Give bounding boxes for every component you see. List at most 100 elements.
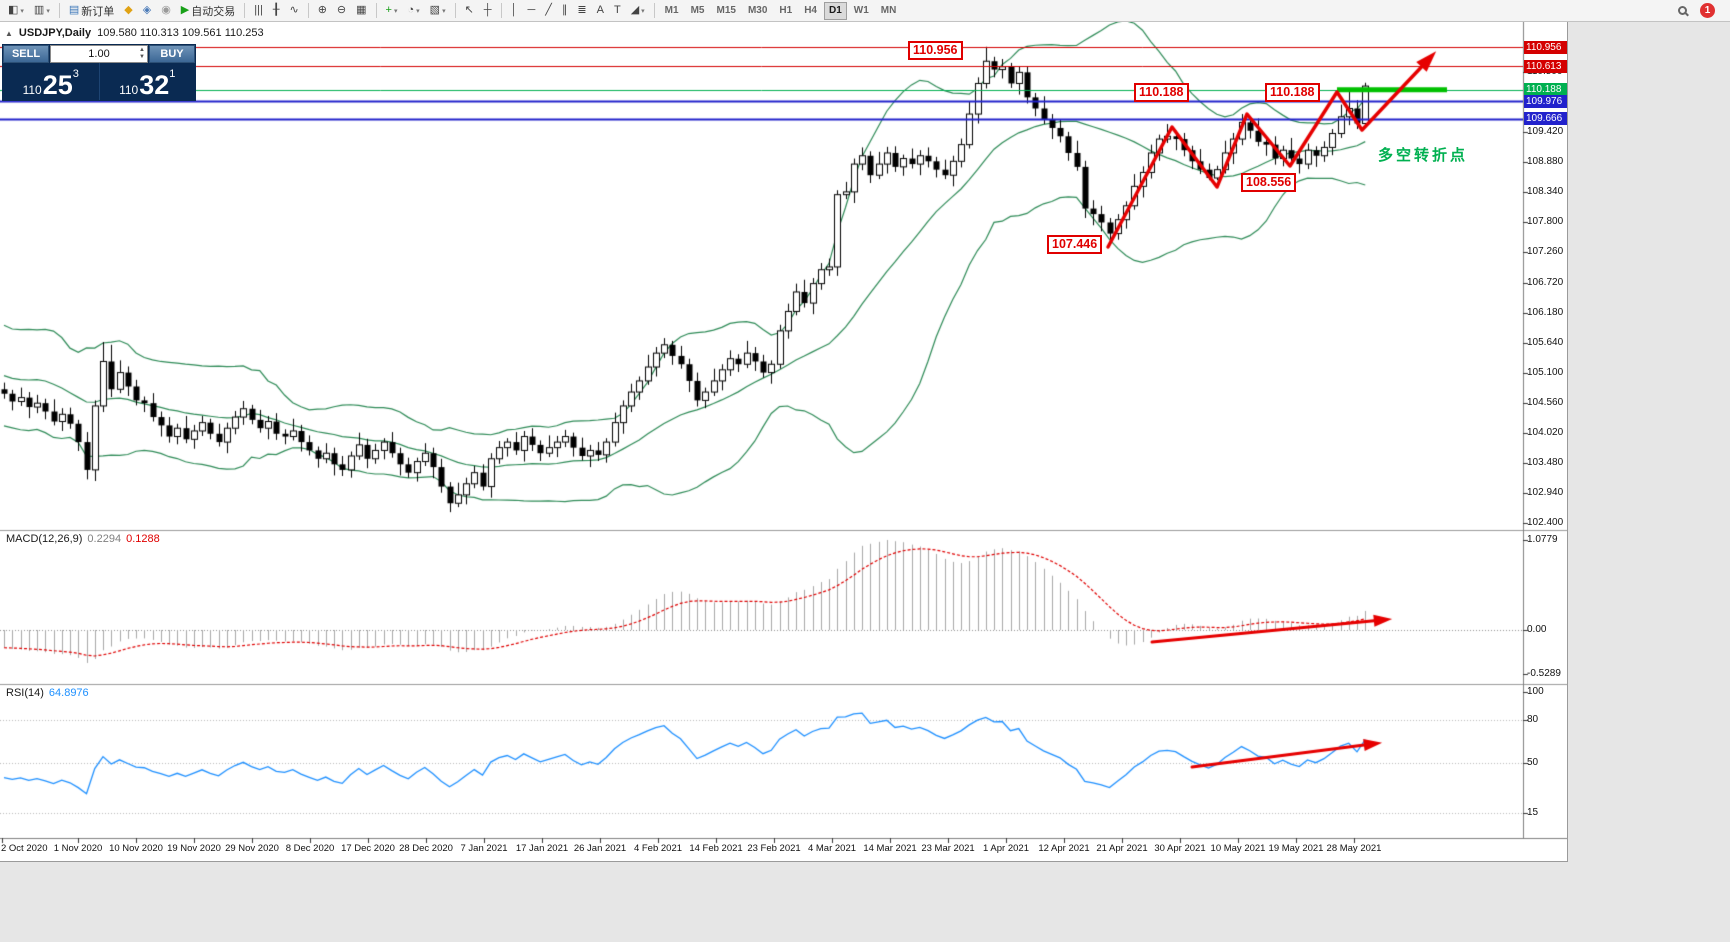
one-click-buttons-row: SELL 1.00 ▲ ▼ BUY [3, 45, 195, 63]
toolbar-separator [307, 3, 309, 18]
timeframe-h4-button[interactable]: H4 [799, 2, 822, 20]
time-axis-label: 29 Nov 2020 [225, 843, 279, 854]
timeframe-d1-button[interactable]: D1 [823, 1, 847, 20]
cursor-tool-button[interactable]: ↖ [461, 1, 478, 20]
candlestick-mode-button[interactable]: ╂ [269, 1, 284, 20]
data-window-button[interactable]: ◈ [139, 1, 155, 20]
time-axis-label: 10 May 2021 [1210, 843, 1266, 854]
timeframe-m5-button[interactable]: M5 [686, 2, 710, 20]
new-chart-button[interactable]: ◧ ▾ [4, 1, 28, 20]
ohlc-values: 109.580 110.313 109.561 110.253 [97, 27, 264, 39]
time-axis-label: 14 Feb 2021 [689, 843, 743, 854]
price-axis-label: 106.720 [1527, 276, 1564, 288]
strategy-tester-button[interactable]: ◉ [157, 1, 175, 20]
new-order-icon: ▤ [68, 4, 80, 16]
zoom-out-button[interactable]: ⊖ [333, 1, 350, 20]
trendline-tool-icon: ╱ [545, 4, 552, 16]
price-axis[interactable]: 110.500109.420108.880108.340107.800107.2… [1524, 22, 1567, 840]
channel-tool-button[interactable]: ∥ [558, 1, 572, 20]
rsi-indicator-label: RSI(14) 64.8976 [6, 687, 89, 699]
macd-panel-divider[interactable] [0, 528, 1567, 532]
trendline-tool-button[interactable]: ╱ [541, 1, 556, 20]
buy-price[interactable]: 110 32 1 [98, 63, 196, 100]
timeframe-h1-button[interactable]: H1 [774, 2, 797, 20]
timeframe-w1-button[interactable]: W1 [849, 2, 874, 20]
market-watch-button[interactable]: ◆ [120, 1, 136, 20]
label-tool-button[interactable]: T [610, 1, 625, 20]
timeframe-m15-button[interactable]: M15 [711, 2, 740, 20]
time-axis-label: 12 Apr 2021 [1038, 843, 1090, 854]
line-chart-mode-button[interactable]: ∿ [285, 1, 302, 20]
sell-button[interactable]: SELL [3, 45, 49, 63]
rsi-panel-divider[interactable] [0, 682, 1567, 686]
periods-menu-icon: ◔ [407, 4, 415, 16]
line-chart-mode-icon: ∿ [289, 4, 299, 16]
toolbar: ◧ ▾ ▥ ▾ ▤ 新订单 ◆ ◈ ◉ ▶ 自动交易 ||| ╂ ∿ ⊕ ⊖ ▦ + ▾ ◔ ▾ ▧ ▾ ↖ ┼ │ ─ ╱ ∥ ≣ A T ◢… [0, 0, 1730, 22]
vertical-line-tool-icon: │ [510, 4, 518, 16]
vertical-line-tool-button[interactable]: │ [507, 1, 522, 20]
indicators-add-button[interactable]: + ▾ [382, 1, 402, 20]
volume-down-icon[interactable]: ▼ [139, 54, 145, 60]
cursor-tool-icon: ↖ [464, 4, 474, 16]
shapes-menu-button[interactable]: ◢ ▾ [627, 1, 649, 20]
price-axis-label: 102.400 [1527, 516, 1564, 528]
buy-button[interactable]: BUY [149, 45, 195, 63]
tile-windows-icon: ▦ [356, 4, 367, 16]
timeframe-mn-button[interactable]: MN [876, 2, 902, 20]
bar-chart-mode-icon: ||| [254, 4, 263, 16]
horizontal-line-tool-button[interactable]: ─ [523, 1, 539, 20]
rsi-value: 64.8976 [48, 687, 89, 699]
price-annotation[interactable]: 110.188 [1134, 83, 1189, 102]
time-axis[interactable]: 2 Oct 2020 1 Nov 2020 10 Nov 2020 19 Nov 20… [0, 838, 1567, 861]
price-axis-badge: 109.976 [1524, 94, 1567, 108]
autotrading-icon: ▶ [180, 4, 190, 16]
fibonacci-tool-icon: ≣ [577, 4, 587, 16]
search-button[interactable] [1674, 1, 1691, 20]
sell-price[interactable]: 110 25 3 [3, 63, 99, 100]
crosshair-tool-button[interactable]: ┼ [480, 1, 496, 20]
new-order-button[interactable]: ▤ 新订单 [65, 1, 118, 20]
crosshair-tool-icon: ┼ [483, 4, 492, 16]
zoom-in-icon: ⊕ [317, 4, 327, 16]
one-click-collapse-button[interactable]: ▲ [5, 28, 13, 38]
timeframe-m1-button[interactable]: M1 [660, 2, 684, 20]
macd-axis-label: -0.5289 [1527, 668, 1561, 680]
zoom-out-icon: ⊖ [336, 4, 347, 16]
templates-menu-button[interactable]: ▧ ▾ [426, 1, 450, 20]
fibonacci-tool-button[interactable]: ≣ [573, 1, 590, 20]
price-axis-label: 102.940 [1527, 486, 1564, 498]
text-tool-button[interactable]: A [593, 1, 608, 20]
periods-menu-button[interactable]: ◔ ▾ [403, 1, 423, 20]
chart-profiles-icon: ▥ [33, 4, 45, 16]
price-annotation[interactable]: 110.188 [1265, 83, 1320, 102]
price-axis-label: 106.180 [1527, 306, 1564, 318]
buy-price-fraction: 1 [169, 68, 176, 80]
price-annotation[interactable]: 110.956 [908, 41, 963, 60]
trend-note-text[interactable]: 多空转折点 [1378, 147, 1469, 164]
one-click-trading-panel: SELL 1.00 ▲ ▼ BUY 110 25 3 110 32 1 [2, 44, 196, 101]
price-axis-badge: 110.613 [1524, 59, 1567, 73]
volume-field[interactable]: 1.00 ▲ ▼ [50, 45, 148, 63]
autotrading-button[interactable]: ▶ 自动交易 [177, 1, 239, 20]
tile-windows-button[interactable]: ▦ [352, 1, 370, 20]
time-axis-label: 10 Nov 2020 [109, 843, 163, 854]
zoom-in-button[interactable]: ⊕ [314, 1, 331, 20]
chart-canvas[interactable] [0, 22, 1567, 861]
candlestick-mode-icon: ╂ [272, 4, 280, 16]
text-tool-icon: A [596, 4, 604, 16]
time-axis-label: 28 May 2021 [1326, 843, 1382, 854]
volume-up-icon[interactable]: ▲ [139, 47, 145, 53]
toolbar-separator [244, 3, 246, 18]
price-annotation[interactable]: 107.446 [1047, 235, 1103, 254]
notification-badge[interactable]: 1 [1700, 3, 1715, 18]
price-axis-label: 105.100 [1527, 366, 1564, 378]
dropdown-caret-icon: ▾ [442, 7, 446, 15]
rsi-name: RSI(14) [6, 687, 44, 699]
timeframe-m30-button[interactable]: M30 [743, 2, 772, 20]
bar-chart-mode-button[interactable]: ||| [250, 1, 267, 20]
buy-price-big-figure: 110 [119, 82, 139, 97]
volume-spinner[interactable]: ▲ ▼ [139, 47, 145, 61]
price-annotation[interactable]: 108.556 [1241, 173, 1297, 192]
chart-profiles-button[interactable]: ▥ ▾ [30, 1, 54, 20]
